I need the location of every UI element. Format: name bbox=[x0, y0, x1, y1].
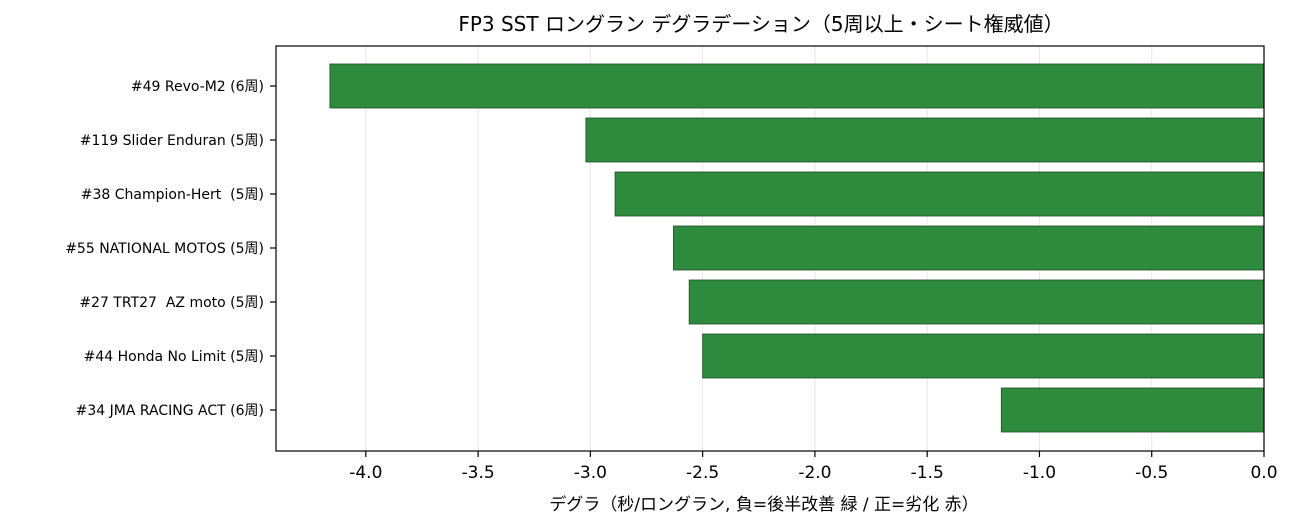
x-axis-label: デグラ（秒/ロングラン, 負=後半改善 緑 / 正=劣化 赤） bbox=[549, 494, 978, 515]
bar bbox=[1000, 387, 1265, 433]
bar-layer bbox=[329, 63, 1265, 433]
category-label: #27 TRT27 AZ moto (5周) bbox=[79, 295, 264, 311]
bar bbox=[585, 117, 1265, 163]
bar bbox=[688, 279, 1265, 325]
bar bbox=[329, 63, 1265, 109]
category-label: #34 JMA RACING ACT (6周) bbox=[76, 403, 264, 419]
x-tick-label: -2.5 bbox=[686, 463, 719, 483]
category-label: #38 Champion-Hert (5周) bbox=[81, 187, 264, 203]
category-label: #55 NATIONAL MOTOS (5周) bbox=[65, 241, 264, 257]
category-label: #49 Revo-M2 (6周) bbox=[131, 79, 264, 95]
x-tick-label: -4.0 bbox=[349, 463, 382, 483]
x-tick-label: -1.5 bbox=[911, 463, 944, 483]
chart-title: FP3 SST ロングラン デグラデーション（5周以上・シート権威値） bbox=[458, 12, 1063, 36]
bar bbox=[673, 225, 1265, 271]
x-tick-label: -3.0 bbox=[574, 463, 607, 483]
bar bbox=[702, 333, 1265, 379]
category-label: #44 Honda No Limit (5周) bbox=[84, 349, 264, 365]
category-labels: #49 Revo-M2 (6周) #119 Slider Enduran (5周)… bbox=[65, 79, 276, 419]
bar bbox=[614, 171, 1265, 217]
category-label: #119 Slider Enduran (5周) bbox=[80, 133, 264, 149]
x-tick-label: -2.0 bbox=[798, 463, 831, 483]
x-tick-label: -1.0 bbox=[1023, 463, 1056, 483]
x-tick-label: 0.0 bbox=[1250, 463, 1277, 483]
x-tick-label: -3.5 bbox=[462, 463, 495, 483]
x-axis-ticks: -4.0 -3.5 -3.0 -2.5 -2.0 -1.5 -1.0 -0.5 0.0 bbox=[349, 451, 1278, 483]
x-tick-label: -0.5 bbox=[1135, 463, 1168, 483]
